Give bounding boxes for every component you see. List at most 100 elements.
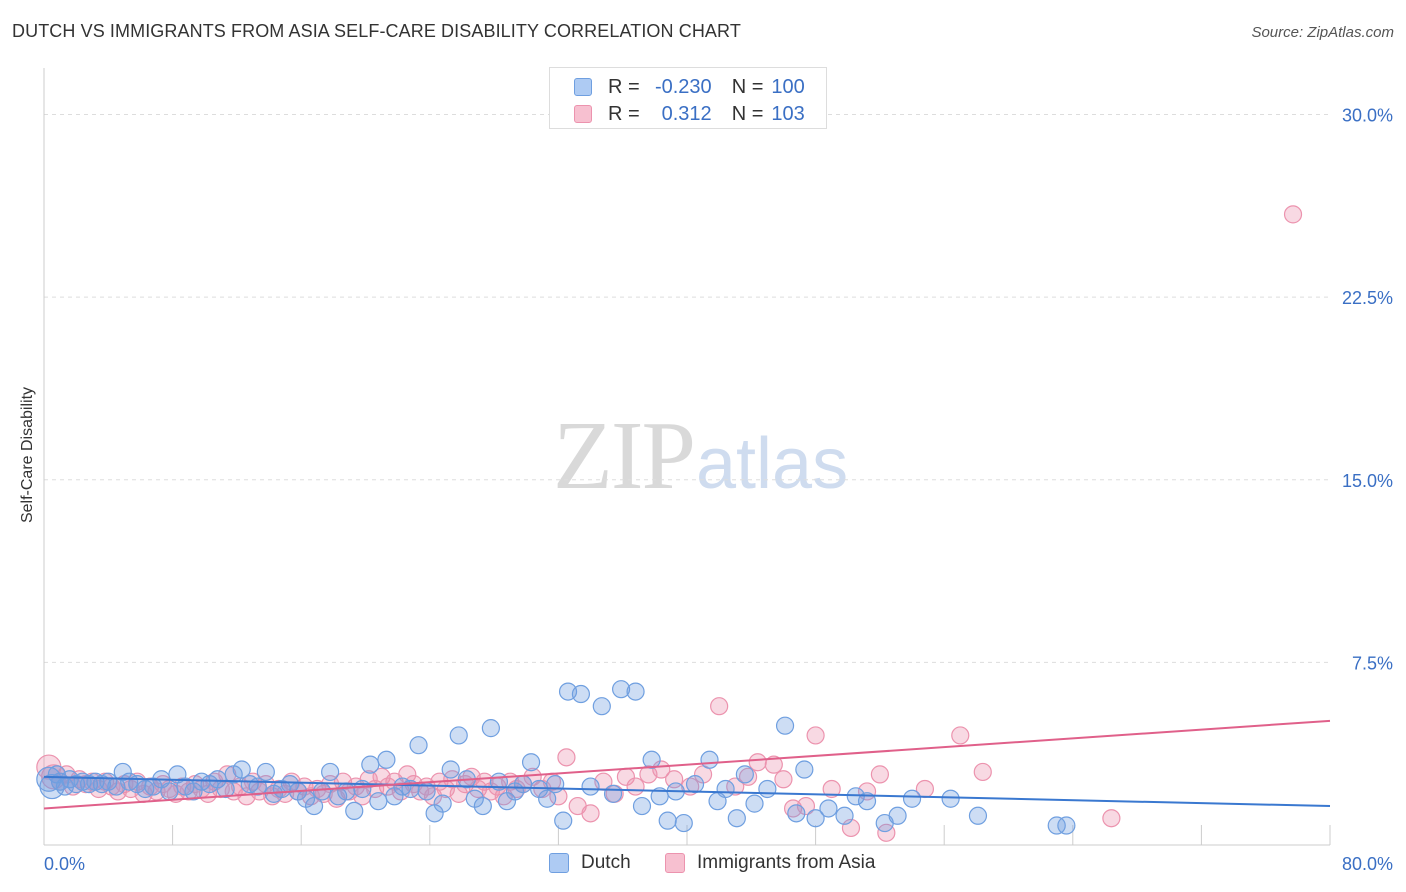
data-point-dutch xyxy=(745,794,764,813)
data-point-dutch xyxy=(592,697,611,716)
legend-row-dutch: R = -0.230 N = 100 xyxy=(574,75,805,99)
tick-labels: 7.5% 15.0% 22.5% 30.0% 0.0% 80.0% xyxy=(44,106,1393,874)
y-tick-label: 30.0% xyxy=(1342,106,1393,126)
data-point-dutch xyxy=(835,806,854,825)
data-point-asia xyxy=(973,762,992,782)
data-point-dutch xyxy=(611,680,631,699)
legend-n-label: N = xyxy=(731,75,764,98)
legend-r-value: 0.312 xyxy=(661,102,712,125)
data-point-dutch xyxy=(409,736,428,755)
data-point-dutch xyxy=(632,796,652,816)
data-point-dutch xyxy=(521,753,541,772)
legend-item-dutch[interactable]: Dutch xyxy=(549,852,631,874)
data-point-dutch xyxy=(321,762,340,782)
data-point-dutch xyxy=(337,782,356,801)
data-point-dutch xyxy=(449,726,468,745)
data-point-dutch xyxy=(787,804,806,823)
y-tick-label: 7.5% xyxy=(1352,653,1393,673)
series-legend: Dutch Immigrants from Asia xyxy=(0,852,1406,878)
data-point-dutch xyxy=(642,750,661,769)
data-point-dutch xyxy=(571,684,591,704)
data-point-dutch xyxy=(888,806,907,825)
data-point-dutch xyxy=(775,716,795,735)
legend-swatch-asia xyxy=(574,105,592,123)
data-point-dutch xyxy=(554,811,573,830)
data-point-dutch xyxy=(513,775,533,794)
chart-title: DUTCH VS IMMIGRANTS FROM ASIA SELF-CARE … xyxy=(12,21,741,41)
data-point-dutch xyxy=(304,796,324,816)
data-point-dutch xyxy=(819,799,838,818)
legend-swatch-dutch xyxy=(574,78,592,96)
legend-item-immigrants-from-asia[interactable]: Immigrants from Asia xyxy=(665,852,875,874)
data-point-dutch xyxy=(968,806,988,825)
data-point-dutch xyxy=(700,750,719,769)
data-point-asia xyxy=(796,796,816,816)
data-point-dutch xyxy=(473,796,492,816)
trend-line-dutch xyxy=(43,775,1331,808)
data-point-dutch xyxy=(39,773,65,800)
data-point-dutch xyxy=(377,750,396,769)
data-point-dutch xyxy=(113,762,132,782)
data-point-asia xyxy=(738,767,758,786)
data-point-asia xyxy=(748,753,767,772)
data-point-asia xyxy=(951,726,970,745)
data-point-asia xyxy=(218,765,237,784)
data-point-dutch xyxy=(716,779,735,799)
data-point-dutch xyxy=(1057,816,1076,835)
legend-r-label: R = xyxy=(608,75,640,98)
legend-swatch-dutch xyxy=(549,853,569,873)
data-point-dutch xyxy=(361,755,380,774)
data-point-asia xyxy=(1283,205,1303,224)
data-point-dutch xyxy=(857,792,877,811)
data-point-dutch xyxy=(941,789,960,808)
data-point-dutch xyxy=(758,779,777,799)
series-dutch xyxy=(36,680,1076,835)
data-point-dutch xyxy=(658,811,677,830)
data-point-dutch xyxy=(902,789,922,808)
data-point-asia xyxy=(822,779,841,799)
y-axis-label: Self-Care Disability xyxy=(19,386,36,524)
legend-n-value: 100 xyxy=(771,75,805,98)
data-point-dutch xyxy=(256,762,275,782)
data-point-asia xyxy=(764,755,783,774)
data-point-dutch xyxy=(538,789,557,808)
data-point-dutch xyxy=(232,760,251,779)
data-point-dutch xyxy=(806,809,825,828)
data-point-asia xyxy=(774,770,793,789)
data-point-dutch xyxy=(160,782,179,801)
data-point-dutch xyxy=(433,794,452,813)
legend-label-dutch: Dutch xyxy=(581,852,631,873)
legend-n-label: N = xyxy=(731,102,764,125)
data-point-asia xyxy=(557,748,576,767)
data-point-dutch xyxy=(603,784,623,803)
y-tick-label: 22.5% xyxy=(1342,288,1393,308)
data-point-dutch xyxy=(674,813,693,833)
source-credit: Source: ZipAtlas.com xyxy=(1251,24,1394,41)
grid-lines xyxy=(44,114,1330,663)
data-point-dutch xyxy=(369,792,388,811)
trend-line-asia xyxy=(43,719,1331,810)
data-point-dutch xyxy=(727,809,746,828)
legend-r-label: R = xyxy=(608,102,640,125)
data-point-asia xyxy=(870,765,890,784)
data-point-dutch xyxy=(735,765,754,784)
data-point-dutch xyxy=(1047,816,1066,835)
legend-row-asia: R = 0.312 N = 103 xyxy=(574,102,805,126)
axes xyxy=(43,68,1331,846)
y-tick-label: 15.0% xyxy=(1342,471,1393,491)
data-point-dutch xyxy=(345,801,364,821)
legend-label-asia: Immigrants from Asia xyxy=(697,852,876,873)
data-point-dutch xyxy=(626,682,645,701)
correlation-legend: R = -0.230 N = 100 R = 0.312 N = 103 xyxy=(549,67,827,129)
data-point-asia xyxy=(581,804,600,823)
data-point-dutch xyxy=(581,777,600,796)
data-point-dutch xyxy=(441,760,460,779)
data-point-dutch xyxy=(481,719,500,738)
data-point-dutch xyxy=(685,775,705,794)
data-point-asia xyxy=(806,726,825,745)
data-point-dutch xyxy=(312,782,332,801)
legend-swatch-asia xyxy=(665,853,685,873)
series-immigrants-from-asia xyxy=(36,205,1303,842)
legend-r-value: -0.230 xyxy=(654,75,712,98)
